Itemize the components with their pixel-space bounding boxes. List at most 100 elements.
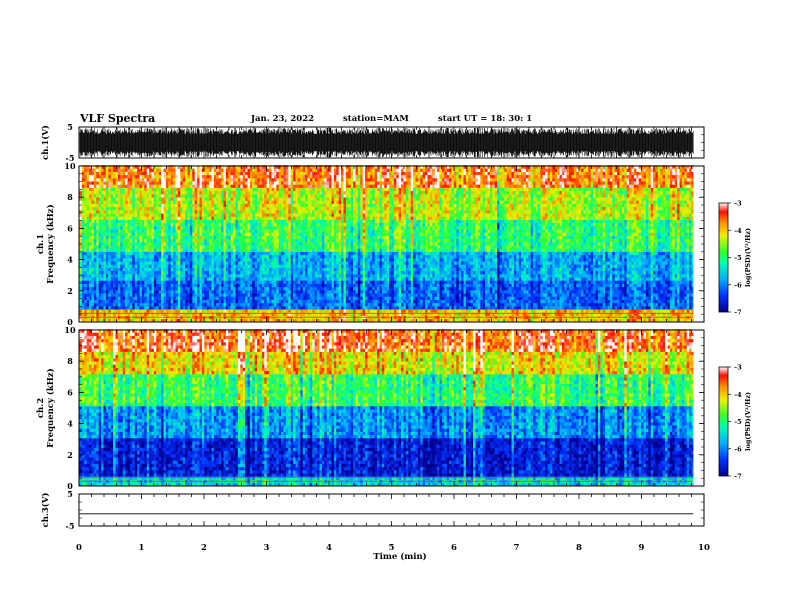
ch1-spectrogram-cell (79, 206, 83, 211)
ch1-spectrogram-cell (105, 187, 109, 192)
ch1-spectrogram-cell (161, 312, 164, 316)
ch1-spectrogram-cell (201, 286, 205, 291)
ch1-spectrogram-cell (144, 184, 147, 188)
ch1-spectrogram-cell (230, 283, 234, 288)
ch1-spectrogram-cell (163, 290, 167, 294)
ch1-spectrogram-cell (290, 213, 294, 217)
ch1-spectrogram-cell (79, 165, 83, 169)
ch1-spectrogram-cell (192, 248, 195, 252)
ch1-spectrogram-cell (199, 293, 203, 297)
ch1-spectrogram-cell (216, 296, 219, 300)
ch1-spectrogram-cell (110, 197, 114, 201)
ch1-spectrogram-cell (125, 254, 128, 259)
ch1-spectrogram-cell (233, 242, 236, 246)
ch1-spectrogram-cell (309, 232, 313, 236)
ch1-spectrogram-cell (110, 226, 114, 230)
ch1-spectrogram-cell (297, 293, 301, 297)
ch1-spectrogram-cell (211, 216, 215, 220)
ch1-spectrogram-cell (146, 197, 150, 201)
ch1-spectrogram-cell (221, 197, 224, 201)
ch1-spectrogram-cell (218, 299, 222, 304)
ch1-spectrogram-cell (110, 213, 114, 217)
ch1-spectrogram-cell (269, 178, 272, 182)
ch1-spectrogram-cell (137, 245, 140, 249)
ch1-spectrogram-cell (261, 203, 265, 208)
ch1-spectrogram-cell (285, 219, 289, 224)
ch1-spectrogram-cell (288, 165, 291, 169)
ch1-spectrogram-cell (307, 248, 311, 252)
ch1-spectrogram-cell (283, 235, 287, 240)
ch1-spectrogram-cell (314, 261, 318, 265)
ch1-spectrogram-cell (187, 280, 191, 284)
ch1-spectrogram-cell (113, 187, 116, 192)
ch1-spectrogram-cell (221, 251, 224, 256)
ch1-spectrogram-cell (309, 235, 313, 240)
ch1-spectrogram-cell (300, 312, 303, 316)
ch1-spectrogram-cell (137, 264, 140, 268)
ch1-spectrogram-cell (91, 312, 95, 316)
ch1-spectrogram-cell (201, 270, 205, 275)
ch1-spectrogram-cell (278, 222, 282, 227)
ch1-spectrogram-cell (206, 312, 210, 316)
ch1-spectrogram-cell (117, 309, 121, 313)
ch1-spectrogram-cell (132, 232, 135, 236)
ch1-spectrogram-cell (237, 280, 241, 284)
ch1-spectrogram-cell (132, 171, 135, 176)
ch1-spectrogram-cell (223, 184, 227, 188)
ch1-spectrogram-cell (204, 274, 207, 278)
ch1-spectrogram-cell (199, 197, 203, 201)
ch1-spectrogram-cell (192, 312, 195, 316)
ch1-spectrogram-cell (180, 283, 183, 288)
ch1-spectrogram-cell (156, 238, 159, 243)
ch1-spectrogram-cell (149, 280, 152, 284)
ch1-spectrogram-cell (129, 229, 133, 233)
ch1-spectrogram-cell (218, 248, 222, 252)
ch1-spectrogram-cell (254, 293, 258, 297)
ch1-spectrogram-cell (89, 242, 92, 246)
ch1-spectrogram-cell (84, 238, 87, 243)
ch1-spectrogram-cell (254, 270, 258, 275)
ch1-spectrogram-cell (120, 219, 123, 224)
ch1-spectrogram-cell (309, 296, 313, 300)
ch1-spectrogram-cell (283, 216, 287, 220)
ch1-spectrogram-cell (139, 302, 143, 307)
ch1-spectrogram-cell (273, 200, 277, 204)
ch1-spectrogram-cell (132, 245, 135, 249)
ch1-spectrogram-cell (211, 229, 215, 233)
ch1-spectrogram-cell (230, 238, 234, 243)
ch1-spectrogram-cell (249, 168, 253, 172)
ch1-spectrogram-cell (269, 187, 272, 192)
ch1-spectrogram-cell (158, 258, 162, 262)
ch1-spectrogram-cell (290, 248, 294, 252)
ch1-spectrogram-cell (206, 226, 210, 230)
ch1-spectrogram-cell (305, 174, 308, 179)
ch1-spectrogram-cell (185, 229, 188, 233)
ch1-spectrogram-cell (144, 174, 147, 179)
ch1-spectrogram-cell (245, 216, 248, 220)
ch1-spectrogram-cell (189, 293, 193, 297)
ch1-spectrogram-cell (216, 270, 219, 275)
ch1-spectrogram-cell (113, 293, 116, 297)
ch1-spectrogram-cell (300, 258, 303, 262)
ch1-spectrogram-cell (108, 251, 111, 256)
ch1-spectrogram-cell (175, 270, 179, 275)
ch1-spectrogram-cell (314, 235, 318, 240)
ch1-spectrogram-cell (204, 206, 207, 211)
ch1-spectrogram-cell (257, 248, 260, 252)
ch1-spectrogram-cell (199, 232, 203, 236)
ch1-spectrogram-cell (264, 174, 267, 179)
ch1-spectrogram-cell (96, 165, 99, 169)
ch1-spectrogram-cell (98, 242, 102, 246)
ch1-spectrogram-cell (264, 312, 267, 316)
ch1-spectrogram-cell (144, 296, 147, 300)
ch1-spectrogram-cell (125, 270, 128, 275)
ch1-spectrogram-cell (197, 165, 200, 169)
ch1-spectrogram-cell (98, 306, 102, 310)
ch1-spectrogram-cell (230, 187, 234, 192)
ch1-spectrogram-cell (161, 235, 164, 240)
ch1-spectrogram-cell (197, 242, 200, 246)
ch1-spectrogram-cell (221, 194, 224, 198)
ch1-spectrogram-cell (84, 251, 87, 256)
ch1-spectrogram-cell (254, 264, 258, 268)
ch1-spectrogram-cell (271, 274, 275, 278)
